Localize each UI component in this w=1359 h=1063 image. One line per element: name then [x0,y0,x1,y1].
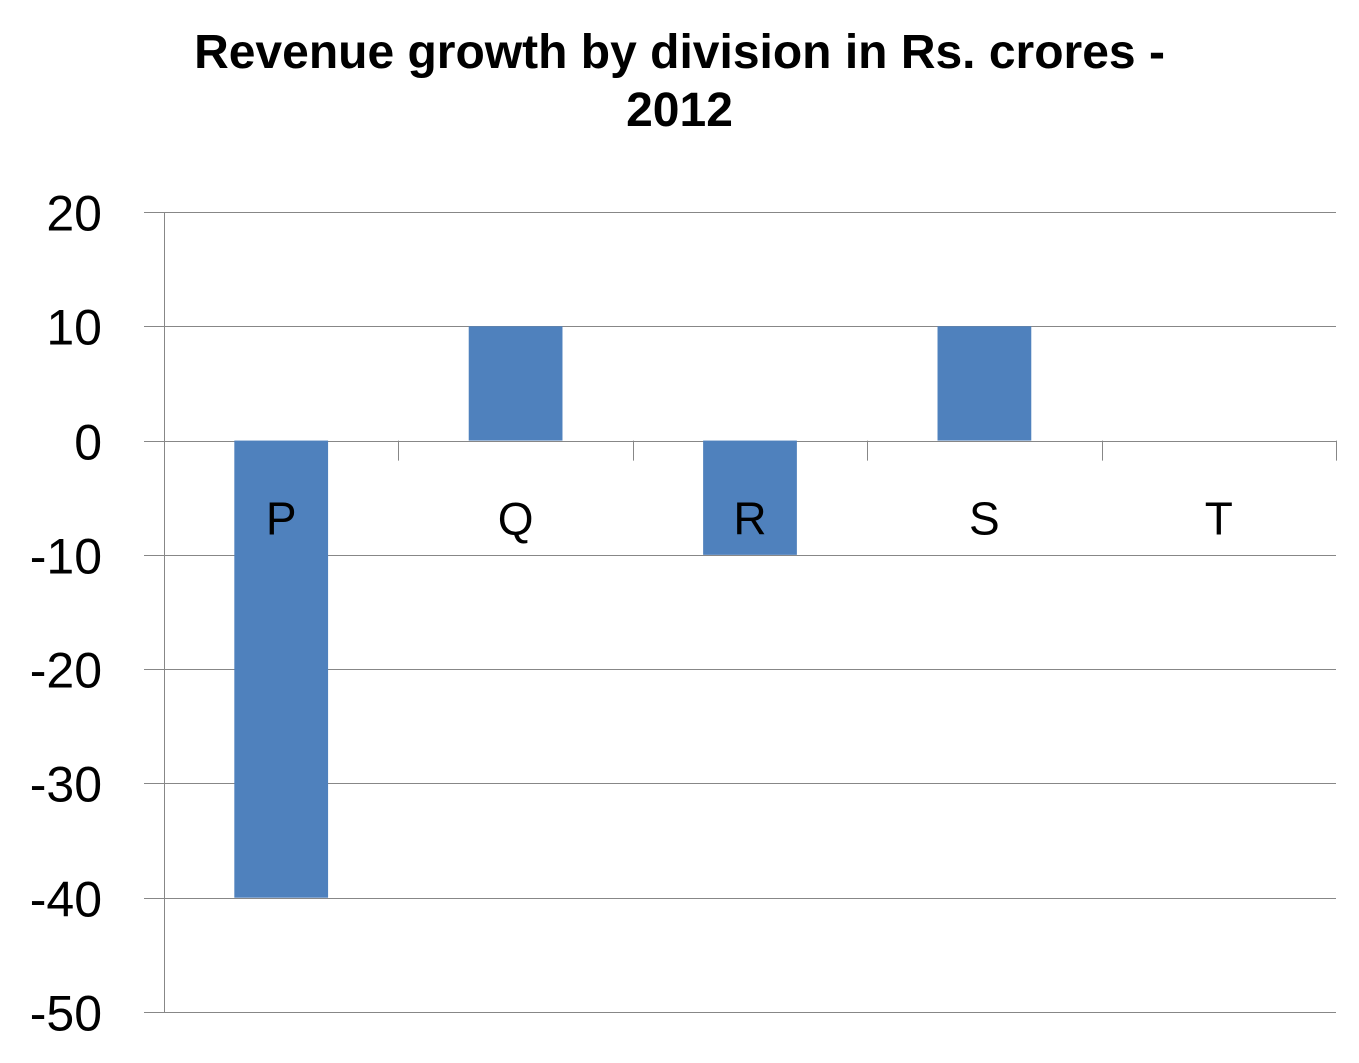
x-tick-label: S [969,493,1000,545]
y-tick-label: 20 [46,186,102,242]
y-tick-label: -30 [30,757,102,813]
y-tick-label: -50 [30,986,102,1042]
x-tick-label: R [733,493,766,545]
chart-title-line1: Revenue growth by division in Rs. crores… [194,26,1165,79]
chart-title-line2: 2012 [626,84,733,137]
y-tick-label: -20 [30,643,102,699]
x-tick-label: T [1205,493,1233,545]
bar-p [234,440,329,898]
chart-title: Revenue growth by division in Rs. crores… [0,24,1359,140]
y-tick-label: 0 [74,415,102,471]
bar-q [468,326,563,441]
y-tick-label: 10 [46,300,102,356]
x-tick-label: Q [498,493,534,545]
bar-r [703,440,797,555]
x-tick-label: P [266,493,297,545]
y-tick-label: -40 [30,872,102,928]
y-tick-label: -10 [30,529,102,585]
bar-s [937,326,1032,441]
